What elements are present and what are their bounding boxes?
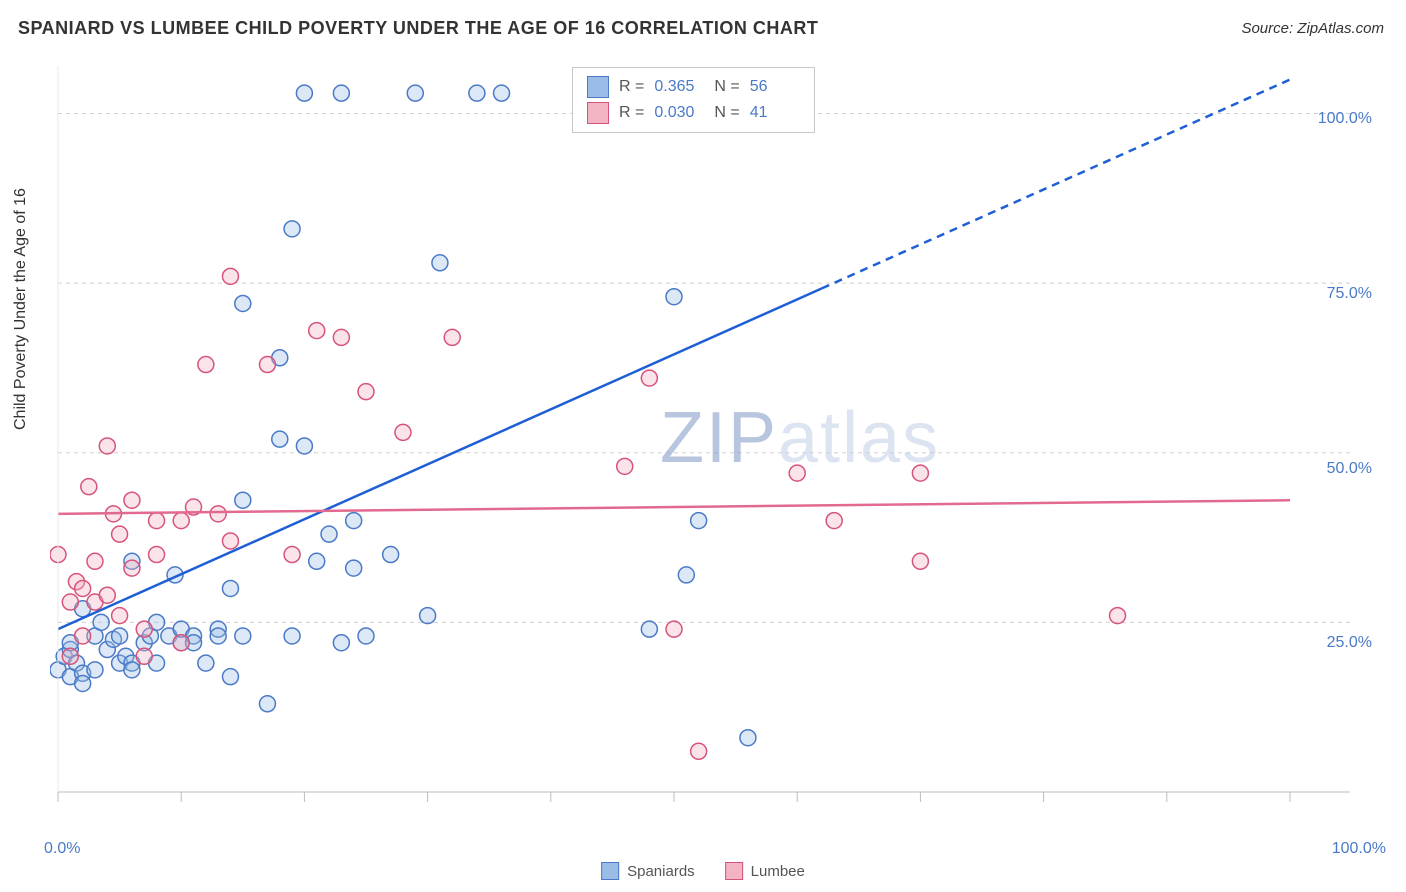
chart-area: R = 0.365 N = 56 R = 0.030 N = 41 ZIPatl…	[50, 62, 1380, 812]
stat-row-spaniards: R = 0.365 N = 56	[587, 74, 800, 100]
chart-title: SPANIARD VS LUMBEE CHILD POVERTY UNDER T…	[18, 18, 818, 39]
stat-swatch-lumbee	[587, 102, 609, 124]
legend-swatch-lumbee	[725, 862, 743, 880]
x-tick-0: 0.0%	[44, 840, 80, 858]
stat-n-label: N =	[714, 104, 739, 122]
scatter-chart	[50, 62, 1380, 812]
y-tick-100: 100.0%	[1318, 110, 1372, 128]
stat-n-value-lumbee: 41	[750, 104, 800, 122]
y-tick-25: 25.0%	[1327, 634, 1372, 652]
y-tick-50: 50.0%	[1327, 460, 1372, 478]
stat-swatch-spaniards	[587, 76, 609, 98]
stat-n-value-spaniards: 56	[750, 78, 800, 96]
legend-item-lumbee: Lumbee	[725, 862, 805, 880]
legend-label-spaniards: Spaniards	[627, 863, 695, 880]
y-tick-75: 75.0%	[1327, 285, 1372, 303]
stat-n-label: N =	[714, 78, 739, 96]
legend-swatch-spaniards	[601, 862, 619, 880]
y-axis-label: Child Poverty Under the Age of 16	[12, 188, 30, 430]
stat-r-value-lumbee: 0.030	[654, 104, 704, 122]
legend: Spaniards Lumbee	[601, 862, 805, 880]
stat-r-label: R =	[619, 78, 644, 96]
source-attribution: Source: ZipAtlas.com	[1241, 20, 1384, 37]
stat-row-lumbee: R = 0.030 N = 41	[587, 100, 800, 126]
legend-label-lumbee: Lumbee	[751, 863, 805, 880]
stat-r-label: R =	[619, 104, 644, 122]
correlation-stat-box: R = 0.365 N = 56 R = 0.030 N = 41	[572, 67, 815, 133]
x-tick-100: 100.0%	[1332, 840, 1386, 858]
stat-r-value-spaniards: 0.365	[654, 78, 704, 96]
legend-item-spaniards: Spaniards	[601, 862, 695, 880]
